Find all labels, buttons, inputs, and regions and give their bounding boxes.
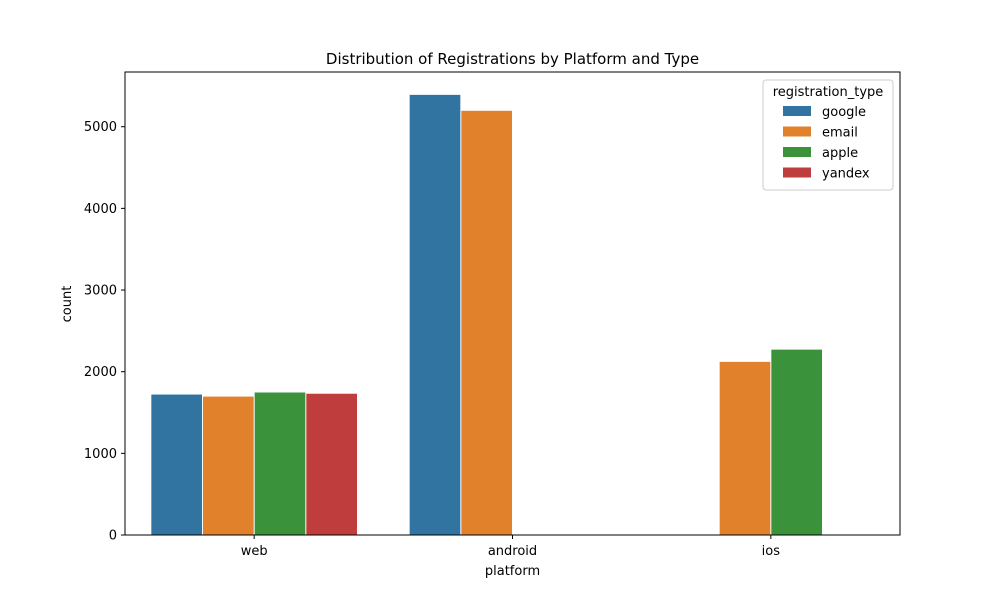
- y-axis-label: count: [60, 286, 75, 323]
- legend-label-email: email: [822, 126, 858, 141]
- x-tick-label-ios: ios: [762, 544, 781, 559]
- y-tick-label: 2000: [84, 365, 117, 380]
- x-axis-label: platform: [485, 564, 540, 579]
- legend-label-google: google: [822, 105, 866, 120]
- bar-email-ios: [719, 361, 771, 535]
- bar-yandex-web: [306, 393, 357, 535]
- legend-label-apple: apple: [822, 146, 858, 161]
- bar-email-android: [461, 110, 512, 535]
- x-tick-label-web: web: [241, 544, 268, 559]
- axes-layer: 0 1000 2000 3000 4000 5000 web android ios: [84, 71, 901, 559]
- legend-swatch-email: [783, 126, 811, 137]
- legend-swatch-apple: [783, 147, 811, 157]
- bars-layer: [151, 94, 822, 535]
- x-tick-label-android: android: [488, 544, 537, 559]
- legend-title: registration_type: [773, 85, 884, 100]
- y-tick-label: 4000: [84, 202, 117, 217]
- y-tick-label: 0: [109, 529, 117, 544]
- legend-swatch-google: [783, 106, 811, 116]
- y-tick-label: 1000: [84, 447, 117, 462]
- bar-email-web: [203, 396, 254, 535]
- legend-swatch-yandex: [783, 167, 811, 178]
- bar-apple-web: [254, 392, 306, 535]
- y-tick-label: 5000: [84, 120, 117, 135]
- y-tick-label: 3000: [84, 284, 117, 299]
- chart-title: Distribution of Registrations by Platfor…: [326, 50, 699, 68]
- bar-google-android: [409, 94, 461, 535]
- legend-label-yandex: yandex: [822, 167, 870, 182]
- bar-google-web: [151, 394, 202, 535]
- bar-apple-ios: [771, 349, 822, 535]
